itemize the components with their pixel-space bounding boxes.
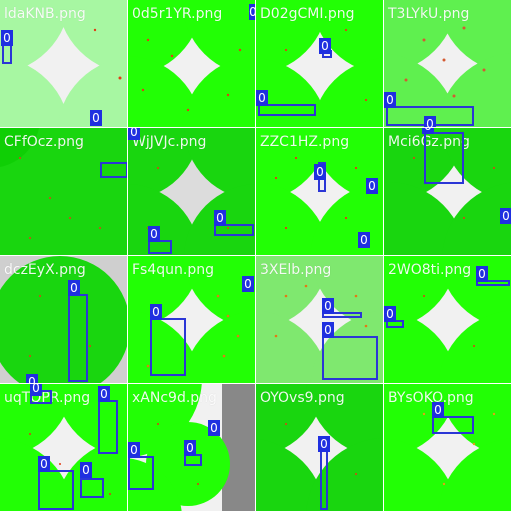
detection-box — [258, 104, 316, 116]
grid-tile: BYsOKO.png 0 — [384, 384, 511, 511]
tile-image — [384, 128, 511, 255]
grid-tile: xANc9d.png 0 0 0 — [128, 384, 255, 511]
tile-filename: BYsOKO.png — [388, 390, 474, 406]
detection-label: 0 — [424, 116, 436, 127]
detection-box — [2, 44, 12, 64]
tile-filename: D02gCMI.png — [260, 6, 355, 22]
tile-filename: uqTQPR.png — [4, 390, 91, 406]
detection-box — [128, 456, 154, 490]
detection-label: 0 — [314, 164, 326, 180]
detection-label: 0 — [150, 304, 162, 320]
tile-image — [128, 0, 255, 127]
grid-tile: ZZC1HZ.png 0 0 0 — [256, 128, 383, 255]
detection-label: 0 — [384, 92, 396, 108]
grid-tile: uqTQPR.png 0 0 0 0 — [0, 384, 127, 511]
detection-label: 0 — [1, 30, 13, 46]
tile-filename: OYOvs9.png — [260, 390, 345, 406]
tile-image — [256, 256, 383, 383]
detection-label: 0 — [184, 440, 196, 456]
tile-filename: 0d5r1YR.png — [132, 6, 223, 22]
tile-filename: T3LYkU.png — [388, 6, 470, 22]
detection-box — [214, 224, 254, 236]
detection-label: 0 — [256, 90, 268, 106]
grid-tile: CFfOcz.png — [0, 128, 127, 255]
tile-image — [128, 128, 255, 255]
tile-filename: Mci6Gz.png — [388, 134, 470, 150]
detection-box — [98, 400, 118, 454]
tile-image — [384, 0, 511, 127]
detection-label: 0 — [319, 38, 331, 54]
detection-label: 0 — [322, 322, 334, 338]
detection-label: 0 — [318, 436, 330, 452]
tile-image — [384, 256, 511, 383]
detection-label: 0 — [476, 266, 488, 282]
tile-filename: 2WO8ti.png — [388, 262, 472, 278]
detection-box — [150, 318, 186, 376]
detection-label: 0 — [214, 210, 226, 226]
grid-tile: 3XElb.png 0 0 — [256, 256, 383, 383]
grid-tile: T3LYkU.png 0 0 — [384, 0, 511, 127]
detection-label: 0 — [208, 420, 220, 436]
grid-tile: ldaKNB.png 0 0 — [0, 0, 127, 127]
grid-tile: WjJVJc.png 0 0 0 — [128, 128, 255, 255]
detection-box — [80, 478, 104, 498]
detection-label: 0 — [432, 402, 444, 418]
tile-filename: ZZC1HZ.png — [260, 134, 350, 150]
tile-filename: CFfOcz.png — [4, 134, 84, 150]
detection-label: 0 — [68, 280, 80, 296]
detection-label: 0 — [366, 178, 378, 194]
tile-filename: WjJVJc.png — [132, 134, 207, 150]
grid-tile: D02gCMI.png 0 0 — [256, 0, 383, 127]
tile-image — [256, 384, 383, 511]
detection-label: 0 — [26, 374, 38, 383]
detection-box — [68, 294, 88, 382]
tile-filename: ldaKNB.png — [4, 6, 86, 22]
detection-label: 0 — [358, 232, 370, 248]
grid-tile: Mci6Gz.png 0 0 — [384, 128, 511, 255]
tile-image — [128, 256, 255, 383]
detection-box — [148, 240, 172, 254]
detection-box — [100, 162, 127, 178]
grid-tile: Fs4qun.png 0 0 — [128, 256, 255, 383]
detection-box — [38, 470, 74, 510]
tile-image — [0, 256, 127, 383]
tile-filename: 3XElb.png — [260, 262, 332, 278]
tile-filename: xANc9d.png — [132, 390, 217, 406]
tile-filename: Fs4qun.png — [132, 262, 214, 278]
grid-tile: 2WO8ti.png 0 0 — [384, 256, 511, 383]
tile-image — [0, 384, 127, 511]
detection-label: 0 — [249, 4, 255, 20]
detection-box — [320, 450, 328, 510]
detection-label: 0 — [30, 384, 42, 396]
tile-image — [0, 128, 127, 255]
tile-filename: dczEyX.png — [4, 262, 86, 278]
detection-label: 0 — [242, 276, 254, 292]
detection-label: 0 — [128, 442, 140, 458]
grid-tile: OYOvs9.png 0 — [256, 384, 383, 511]
detection-box — [476, 280, 510, 286]
detection-label: 0 — [98, 386, 110, 402]
detection-box — [432, 416, 474, 434]
detection-box — [322, 336, 378, 380]
detection-label: 0 — [80, 462, 92, 478]
tile-image — [256, 0, 383, 127]
detection-box — [424, 132, 464, 184]
detection-label: 0 — [422, 128, 434, 134]
detection-label: 0 — [90, 110, 102, 126]
detection-label: 0 — [500, 208, 511, 224]
detection-label: 0 — [322, 298, 334, 314]
detection-label: 0 — [384, 306, 396, 322]
grid-tile: dczEyX.png 0 0 — [0, 256, 127, 383]
detection-box — [322, 312, 362, 318]
detection-label: 0 — [38, 456, 50, 472]
detection-label: 0 — [128, 128, 140, 140]
tile-image — [0, 0, 127, 127]
grid-tile: 0d5r1YR.png 0 — [128, 0, 255, 127]
detection-label: 0 — [148, 226, 160, 242]
